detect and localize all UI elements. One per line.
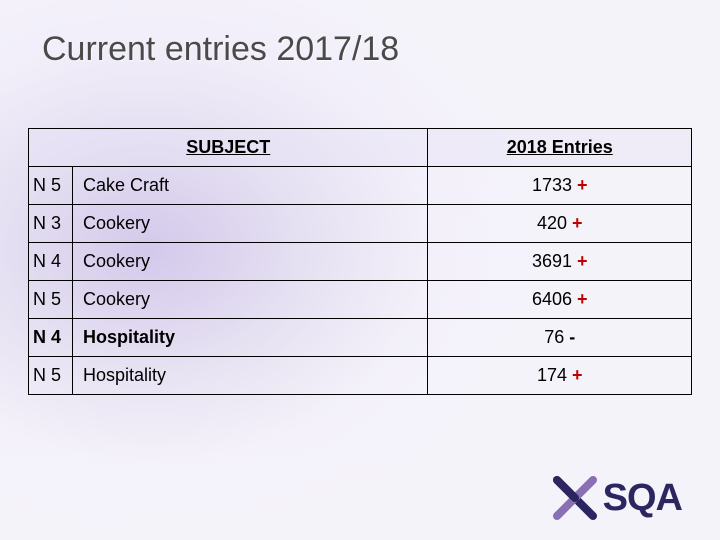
- cell-subject: Cookery: [73, 243, 428, 281]
- table-row: N 4Cookery3691 +: [29, 243, 692, 281]
- saltire-icon: [553, 476, 597, 520]
- cell-subject: Cookery: [73, 281, 428, 319]
- cell-subject: Cake Craft: [73, 167, 428, 205]
- sqa-logo: SQA: [553, 476, 682, 520]
- table-row: N 5Hospitality174 +: [29, 357, 692, 395]
- cell-level: N 3: [29, 205, 73, 243]
- cell-entries: 76 -: [428, 319, 692, 357]
- col-entries: 2018 Entries: [428, 129, 692, 167]
- table-row: N 3Cookery420 +: [29, 205, 692, 243]
- cell-level: N 5: [29, 281, 73, 319]
- page-title: Current entries 2017/18: [42, 30, 399, 69]
- entries-table: SUBJECT 2018 Entries N 5Cake Craft1733 +…: [28, 128, 692, 395]
- cell-level: N 5: [29, 167, 73, 205]
- col-subject: SUBJECT: [29, 129, 428, 167]
- table-row: N 5Cookery6406 +: [29, 281, 692, 319]
- cell-entries: 174 +: [428, 357, 692, 395]
- table-row: N 4Hospitality76 -: [29, 319, 692, 357]
- cell-level: N 4: [29, 243, 73, 281]
- cell-entries: 420 +: [428, 205, 692, 243]
- table-header-row: SUBJECT 2018 Entries: [29, 129, 692, 167]
- cell-level: N 5: [29, 357, 73, 395]
- cell-entries: 3691 +: [428, 243, 692, 281]
- cell-entries: 6406 +: [428, 281, 692, 319]
- cell-entries: 1733 +: [428, 167, 692, 205]
- cell-subject: Hospitality: [73, 357, 428, 395]
- entries-table-wrap: SUBJECT 2018 Entries N 5Cake Craft1733 +…: [28, 128, 692, 395]
- table-row: N 5Cake Craft1733 +: [29, 167, 692, 205]
- cell-level: N 4: [29, 319, 73, 357]
- cell-subject: Hospitality: [73, 319, 428, 357]
- cell-subject: Cookery: [73, 205, 428, 243]
- logo-text: SQA: [603, 477, 682, 520]
